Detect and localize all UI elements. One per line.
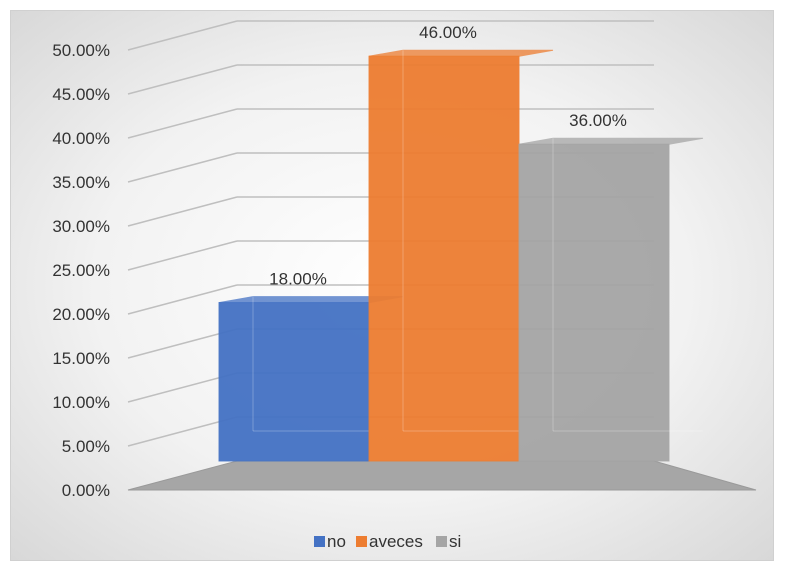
- chart-floor: [127, 460, 757, 491]
- legend-label: no: [327, 532, 346, 551]
- bar-front-face: [518, 143, 670, 462]
- bar-top-face: [368, 49, 554, 57]
- bar-front-face: [218, 302, 370, 462]
- bar-top-face: [518, 137, 704, 145]
- gridline-diagonal: [127, 284, 238, 315]
- gridline-diagonal: [127, 196, 238, 227]
- legend-label: si: [449, 532, 461, 551]
- legend-swatch: [436, 536, 447, 547]
- y-tick-label: 10.00%: [52, 393, 110, 412]
- legend-item-si: si: [436, 532, 461, 551]
- legend-item-no: no: [314, 532, 346, 551]
- legend-swatch: [356, 536, 367, 547]
- y-tick-label: 30.00%: [52, 217, 110, 236]
- data-label-si: 36.00%: [569, 111, 627, 130]
- gridline-diagonal: [127, 240, 238, 271]
- y-tick-label: 50.00%: [52, 41, 110, 60]
- bar-front-face: [368, 55, 520, 462]
- gridline-diagonal: [127, 20, 238, 51]
- y-tick-label: 20.00%: [52, 305, 110, 324]
- legend-label: aveces: [369, 532, 423, 551]
- legend-item-aveces: aveces: [356, 532, 423, 551]
- y-tick-label: 0.00%: [62, 481, 110, 500]
- gridline-diagonal: [127, 152, 238, 183]
- bar-aveces: [368, 49, 554, 462]
- chart-area: 0.00% 5.00% 10.00% 15.00% 20.00% 25.00% 30.00%…: [10, 10, 774, 561]
- y-tick-label: 5.00%: [62, 437, 110, 456]
- bar-si: [518, 137, 704, 462]
- gridline-diagonal: [127, 64, 238, 95]
- gridline-diagonal: [127, 108, 238, 139]
- bar-chart-3d: 0.00% 5.00% 10.00% 15.00% 20.00% 25.00% 30.00%…: [52, 20, 757, 551]
- legend-swatch: [314, 536, 325, 547]
- y-tick-label: 45.00%: [52, 85, 110, 104]
- y-tick-label: 15.00%: [52, 349, 110, 368]
- y-tick-label: 25.00%: [52, 261, 110, 280]
- y-tick-label: 35.00%: [52, 173, 110, 192]
- data-label-no: 18.00%: [269, 270, 327, 289]
- y-tick-label: 40.00%: [52, 129, 110, 148]
- data-label-aveces: 46.00%: [419, 23, 477, 42]
